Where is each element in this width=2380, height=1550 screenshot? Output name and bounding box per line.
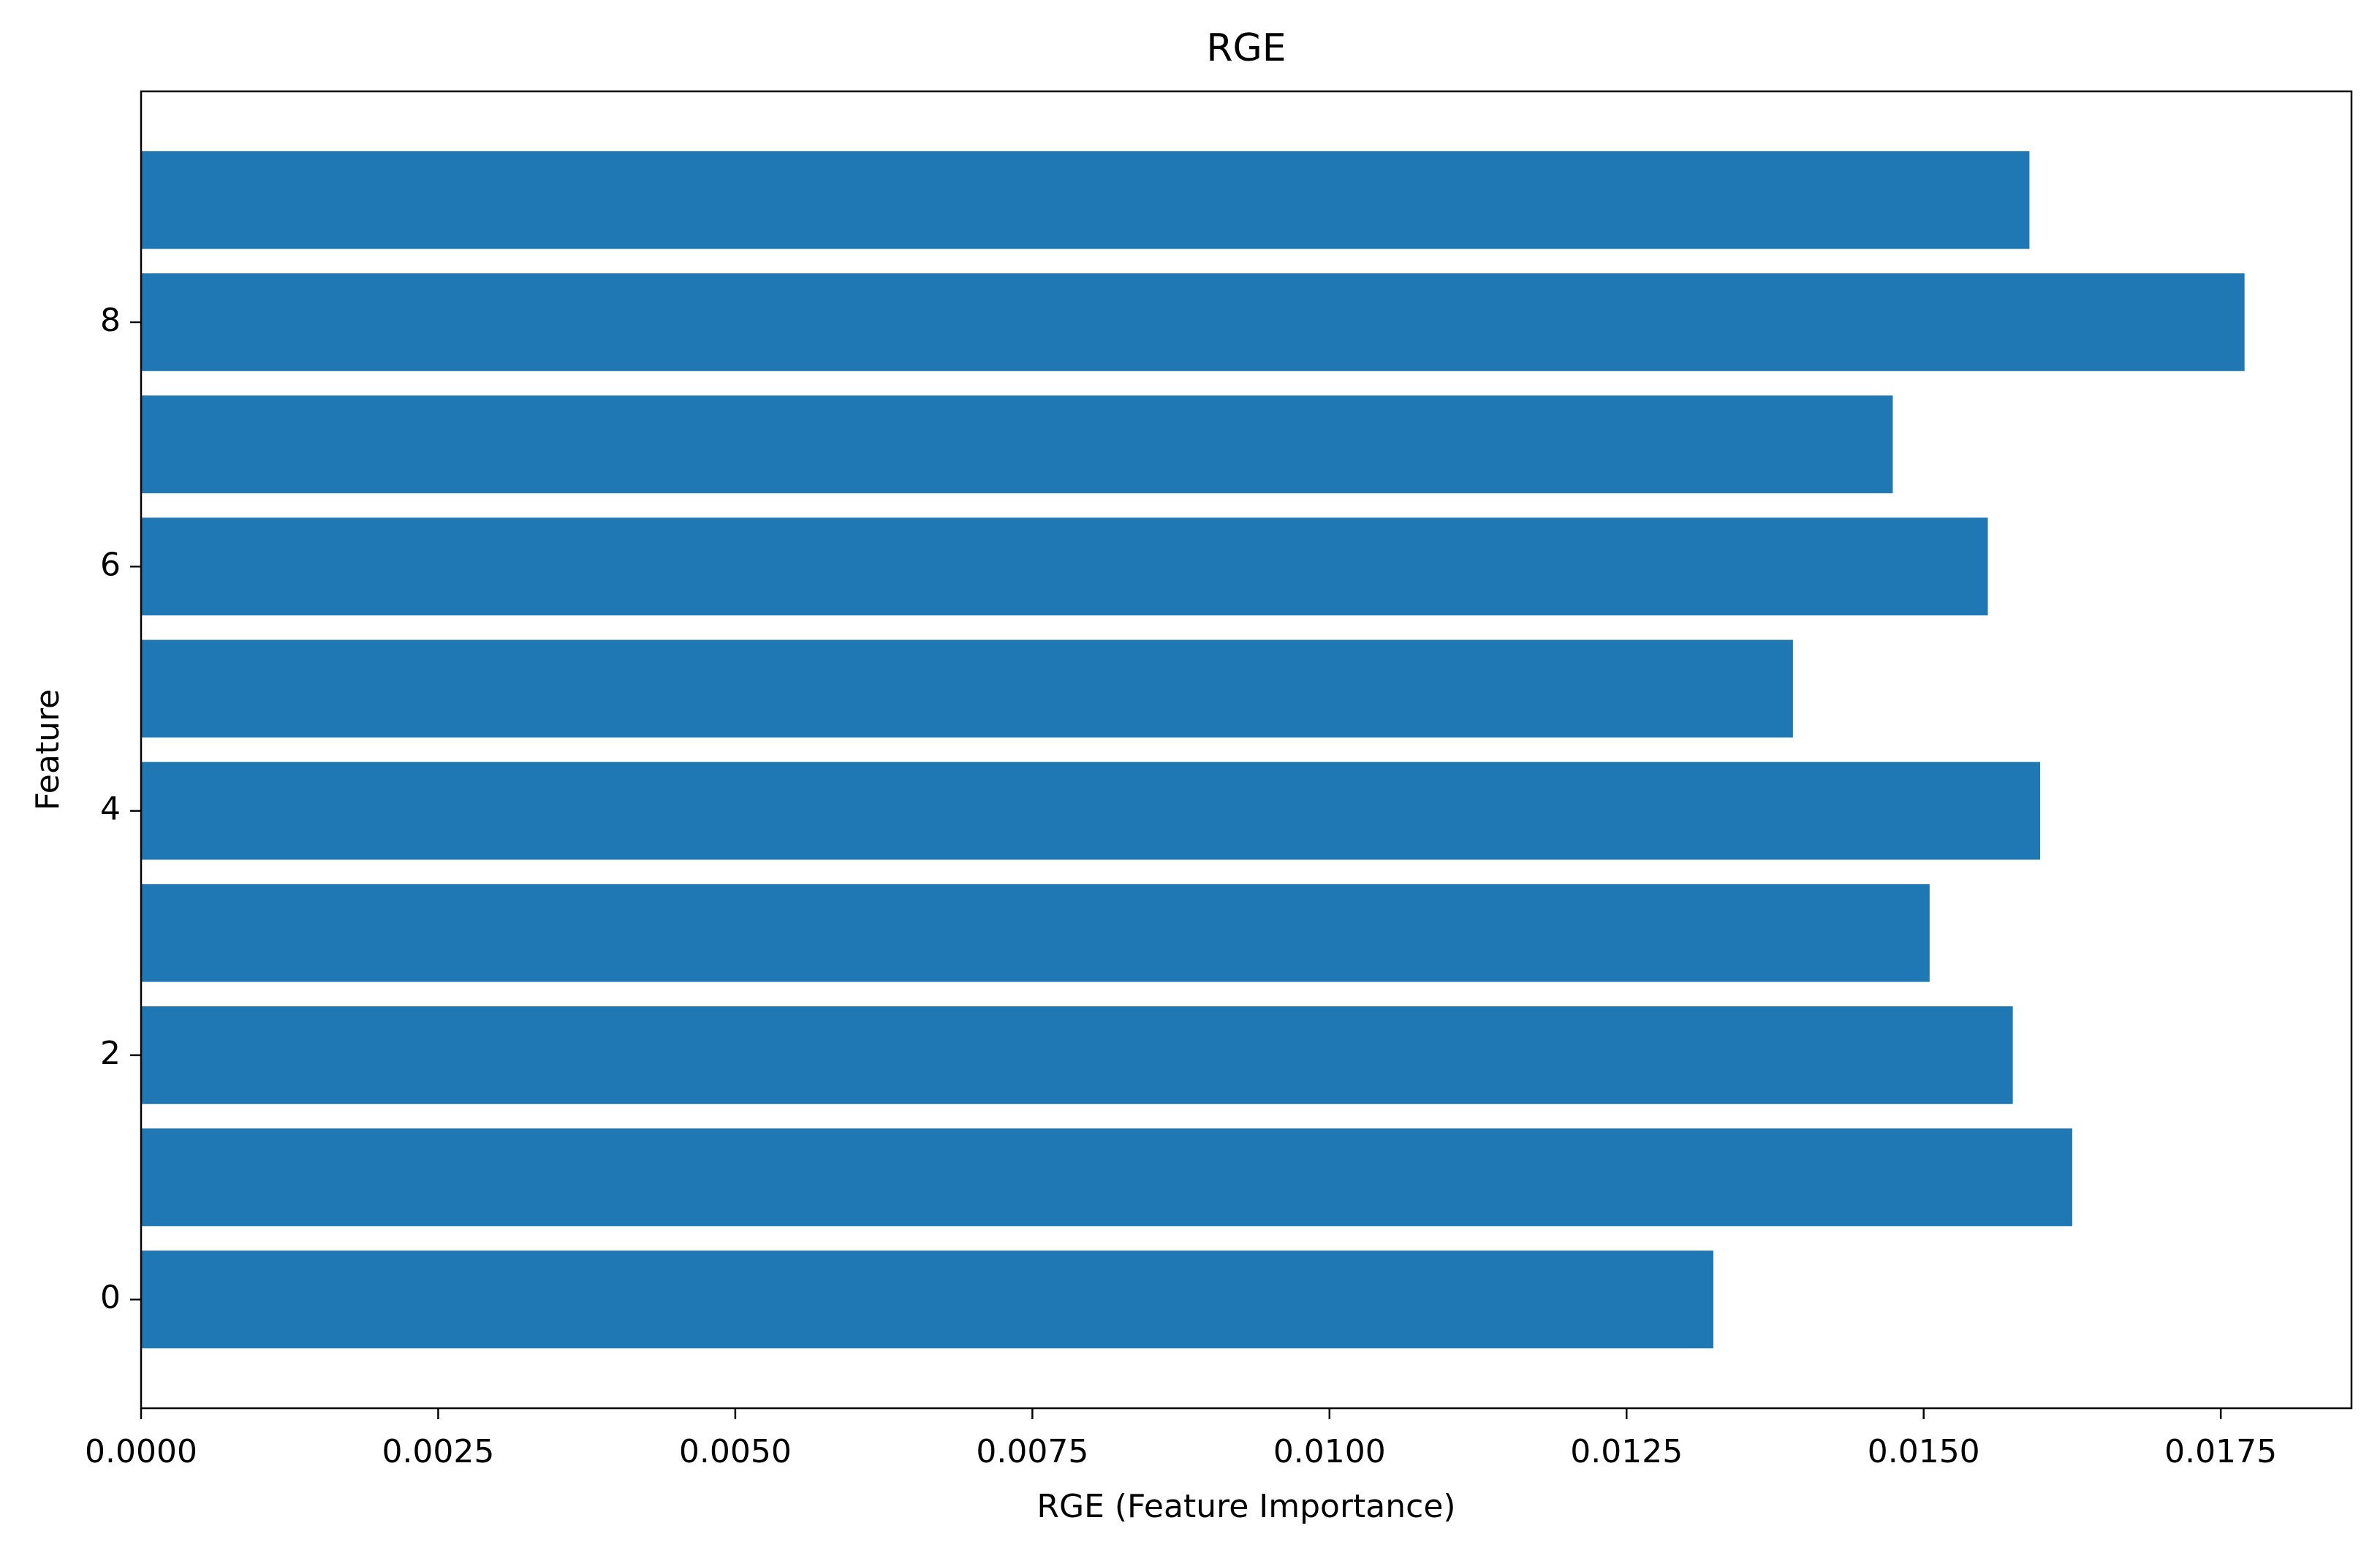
bar <box>141 273 2245 371</box>
x-tick-label: 0.0050 <box>679 1433 792 1470</box>
y-tick-label: 8 <box>100 302 121 339</box>
y-tick-label: 0 <box>100 1279 121 1316</box>
bar <box>141 884 1930 982</box>
bar <box>141 517 1988 616</box>
bar <box>141 395 1893 493</box>
plot-frame <box>140 90 2353 1410</box>
x-tick-label: 0.0150 <box>1868 1433 1980 1470</box>
bar <box>141 151 2030 249</box>
x-tick-label: 0.0125 <box>1570 1433 1683 1470</box>
x-tick-label: 0.0100 <box>1273 1433 1386 1470</box>
chart-title: RGE <box>1206 26 1286 70</box>
x-axis-label: RGE (Feature Importance) <box>1036 1488 1455 1525</box>
bar <box>141 1250 1713 1349</box>
bar <box>141 761 2041 860</box>
bar <box>141 1006 2013 1104</box>
x-tick-label: 0.0175 <box>2164 1433 2277 1470</box>
y-tick-label: 2 <box>100 1035 121 1072</box>
bar <box>141 639 1793 738</box>
y-tick-label: 4 <box>100 791 121 828</box>
y-axis-label: Feature <box>29 689 67 810</box>
x-tick-label: 0.0000 <box>85 1433 197 1470</box>
bar <box>141 1128 2072 1226</box>
x-tick-label: 0.0025 <box>382 1433 494 1470</box>
y-tick-label: 6 <box>100 546 121 583</box>
x-tick-label: 0.0075 <box>976 1433 1088 1470</box>
